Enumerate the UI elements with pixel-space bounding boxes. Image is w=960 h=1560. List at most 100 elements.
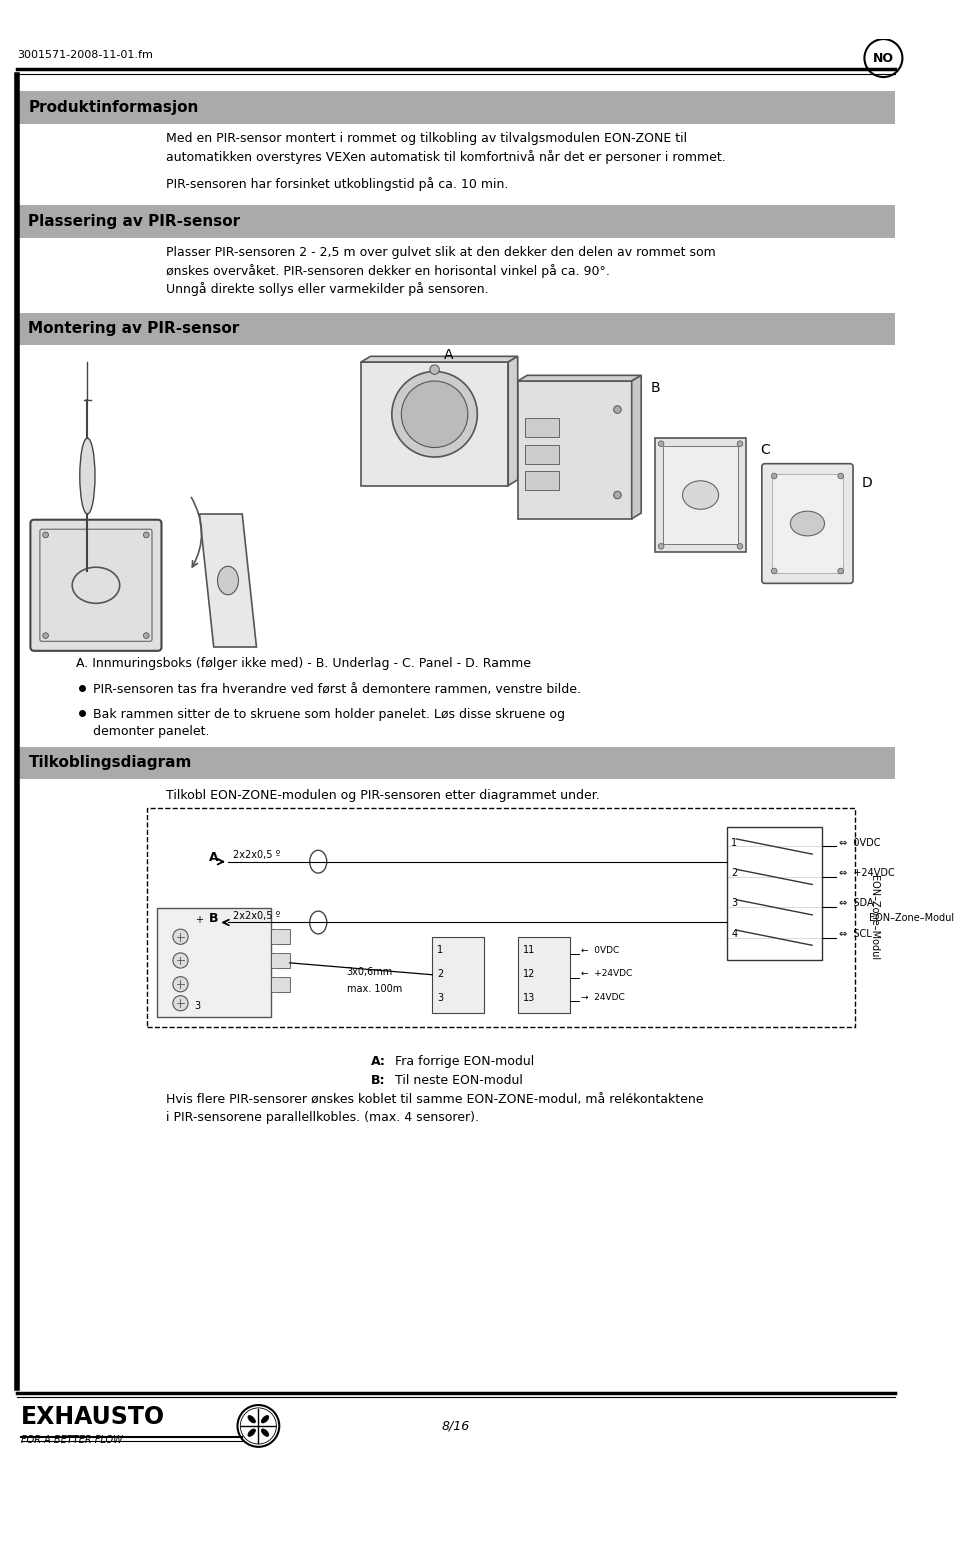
Circle shape [237,1406,279,1446]
Text: B: B [651,381,660,395]
Circle shape [173,953,188,969]
Text: 2x2x0,5 º: 2x2x0,5 º [232,911,280,920]
Circle shape [173,930,188,944]
Circle shape [659,543,664,549]
Text: 2: 2 [437,969,444,978]
Ellipse shape [248,1415,255,1423]
Circle shape [43,633,48,638]
Circle shape [838,473,844,479]
Text: Med en PIR-sensor montert i rommet og tilkobling av tilvalgsmodulen EON-ZONE til: Med en PIR-sensor montert i rommet og ti… [166,133,687,145]
Circle shape [143,633,149,638]
Text: A: A [209,852,219,864]
Text: ⇔  0VDC: ⇔ 0VDC [839,838,880,847]
Text: 2x2x0,5 º: 2x2x0,5 º [232,850,280,860]
Circle shape [771,473,777,479]
FancyBboxPatch shape [663,446,738,544]
Polygon shape [508,356,517,485]
Text: 1: 1 [437,945,444,955]
Text: A. Innmuringsboks (følger ikke med) - B. Underlag - C. Panel - D. Ramme: A. Innmuringsboks (følger ikke med) - B.… [76,657,531,669]
Text: ←  0VDC: ← 0VDC [582,945,619,955]
Text: EON–Zone–Modul: EON–Zone–Modul [869,875,879,961]
Text: max. 100m: max. 100m [347,984,402,994]
Text: A:: A: [371,1056,385,1069]
Text: Hvis flere PIR-sensorer ønskes koblet til samme EON-ZONE-modul, må relékontakten: Hvis flere PIR-sensorer ønskes koblet ti… [166,1094,704,1106]
Polygon shape [632,376,641,519]
Polygon shape [517,376,641,381]
Circle shape [430,365,440,374]
FancyBboxPatch shape [271,977,290,992]
Text: 8/16: 8/16 [442,1420,470,1432]
Text: FOR A BETTER FLOW: FOR A BETTER FLOW [21,1435,123,1446]
Text: D: D [861,476,873,490]
Text: B:: B: [371,1075,385,1087]
Text: 3x0,6mm: 3x0,6mm [347,967,393,977]
Text: PIR-sensoren tas fra hverandre ved først å demontere rammen, venstre bilde.: PIR-sensoren tas fra hverandre ved først… [93,683,581,696]
Text: 3: 3 [437,992,444,1003]
Bar [17,747,895,778]
Text: 11: 11 [522,945,535,955]
FancyBboxPatch shape [432,936,485,1012]
FancyBboxPatch shape [525,418,559,437]
Circle shape [613,406,621,413]
Text: NO: NO [873,51,894,64]
Text: 13: 13 [522,992,535,1003]
Text: Montering av PIR-sensor: Montering av PIR-sensor [29,321,240,337]
FancyBboxPatch shape [525,471,559,490]
Ellipse shape [218,566,238,594]
Polygon shape [200,515,256,647]
FancyBboxPatch shape [31,519,161,651]
Text: 3: 3 [732,899,737,908]
Ellipse shape [80,438,95,515]
Text: 1: 1 [732,838,737,847]
Text: ⇔  +24VDC: ⇔ +24VDC [839,867,895,878]
FancyBboxPatch shape [517,936,570,1012]
FancyBboxPatch shape [271,930,290,944]
Text: A: A [444,348,453,362]
Text: 12: 12 [522,969,535,978]
Text: →  24VDC: → 24VDC [582,994,625,1002]
Circle shape [173,977,188,992]
Bar [17,206,895,237]
Text: automatikken overstyres VEXen automatisk til komfortnivå når det er personer i r: automatikken overstyres VEXen automatisk… [166,150,726,164]
Circle shape [43,532,48,538]
Text: ⇔  SCL: ⇔ SCL [839,928,872,939]
Text: ⇔  SDA: ⇔ SDA [839,899,874,908]
Text: Tilkobl EON-ZONE-modulen og PIR-sensoren etter diagrammet under.: Tilkobl EON-ZONE-modulen og PIR-sensoren… [166,789,600,802]
Text: Plasser PIR-sensoren 2 - 2,5 m over gulvet slik at den dekker den delen av romme: Plasser PIR-sensoren 2 - 2,5 m over gulv… [166,246,716,259]
FancyBboxPatch shape [762,463,853,583]
FancyBboxPatch shape [361,362,508,485]
Ellipse shape [261,1415,269,1423]
FancyBboxPatch shape [656,438,746,552]
Text: Unngå direkte sollys eller varmekilder på sensoren.: Unngå direkte sollys eller varmekilder p… [166,282,489,296]
Text: PIR-sensoren har forsinket utkoblingstid på ca. 10 min.: PIR-sensoren har forsinket utkoblingstid… [166,176,509,190]
Text: Tilkoblingsdiagram: Tilkoblingsdiagram [29,755,192,771]
Circle shape [838,568,844,574]
Circle shape [737,543,743,549]
Text: 4: 4 [732,928,737,939]
FancyBboxPatch shape [156,908,271,1017]
Text: 2: 2 [732,867,737,878]
Circle shape [737,441,743,446]
Text: EON–Zone–Modul: EON–Zone–Modul [869,913,954,922]
Circle shape [771,568,777,574]
Circle shape [613,491,621,499]
Text: ønskes overvåket. PIR-sensoren dekker en horisontal vinkel på ca. 90°.: ønskes overvåket. PIR-sensoren dekker en… [166,264,611,278]
FancyBboxPatch shape [271,953,290,969]
Text: 3: 3 [195,1002,201,1011]
FancyBboxPatch shape [517,381,632,519]
Text: i PIR-sensorene parallellkobles. (max. 4 sensorer).: i PIR-sensorene parallellkobles. (max. 4… [166,1111,479,1123]
Ellipse shape [248,1429,255,1437]
Circle shape [143,532,149,538]
Text: Til neste EON-modul: Til neste EON-modul [392,1075,523,1087]
Text: Bak rammen sitter de to skruene som holder panelet. Løs disse skruene og: Bak rammen sitter de to skruene som hold… [93,708,565,721]
Bar [17,312,895,345]
Circle shape [659,441,664,446]
Ellipse shape [683,480,719,509]
Circle shape [392,371,477,457]
Text: Plassering av PIR-sensor: Plassering av PIR-sensor [29,214,241,229]
Bar [17,92,895,123]
Text: EXHAUSTO: EXHAUSTO [21,1406,165,1429]
Text: Produktinformasjon: Produktinformasjon [29,100,199,115]
Circle shape [401,381,468,448]
FancyBboxPatch shape [772,474,843,573]
